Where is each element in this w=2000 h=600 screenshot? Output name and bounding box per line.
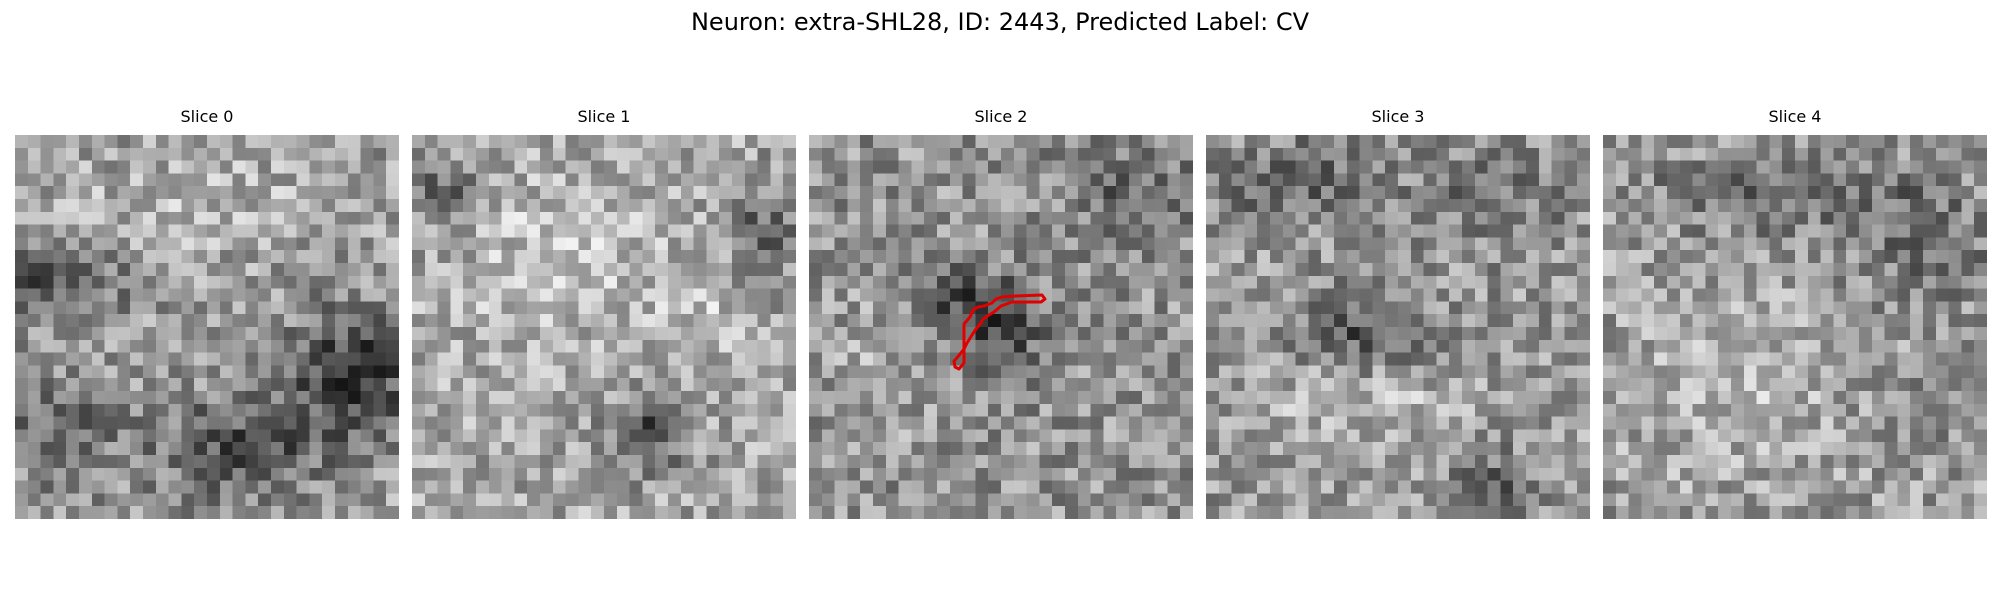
slice-image (1206, 135, 1590, 519)
slice-image (412, 135, 796, 519)
slice-image-frame (809, 135, 1193, 519)
slice-image (1603, 135, 1987, 519)
slice-title: Slice 2 (974, 107, 1028, 126)
slice-image-frame (1206, 135, 1590, 519)
slice-image-frame (15, 135, 399, 519)
slice-image (809, 135, 1193, 519)
slice-image (15, 135, 399, 519)
segmentation-outline (952, 293, 1047, 371)
slice-panel-3: Slice 3 (1206, 107, 1590, 519)
slice-image-frame (1603, 135, 1987, 519)
roi-contour (952, 293, 1047, 371)
slice-panel-0: Slice 0 (15, 107, 399, 519)
figure-title: Neuron: extra-SHL28, ID: 2443, Predicted… (690, 8, 1310, 36)
slice-title: Slice 1 (577, 107, 631, 126)
slice-panel-2: Slice 2 (809, 107, 1193, 519)
slice-title: Slice 4 (1768, 107, 1822, 126)
slice-image-frame (412, 135, 796, 519)
slice-title: Slice 0 (180, 107, 234, 126)
slice-panel-4: Slice 4 (1603, 107, 1987, 519)
slice-title: Slice 3 (1371, 107, 1425, 126)
slice-panel-1: Slice 1 (412, 107, 796, 519)
